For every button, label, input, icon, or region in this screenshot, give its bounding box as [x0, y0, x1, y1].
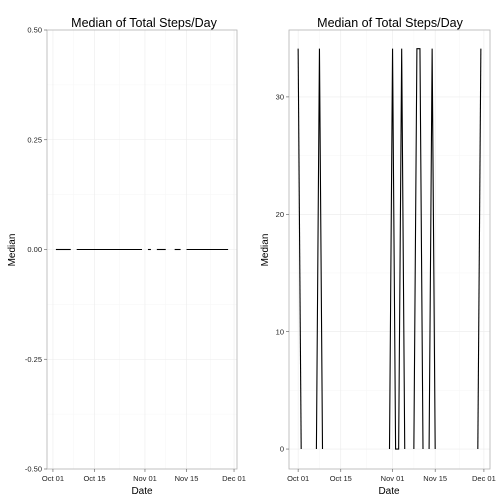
chart-right-ytick-label: 0 [280, 445, 284, 454]
chart-right-series-line [388, 48, 406, 450]
chart-left-xtick-label: Nov 01 [133, 474, 157, 483]
chart-right-xtick-label: Oct 01 [287, 474, 309, 483]
chart-left-ticks: Oct 01 Oct 15 Nov 01 Nov 15 Dec 01 -0.50 -0.25… [25, 26, 246, 483]
chart-right-xtick-label: Nov 15 [423, 474, 447, 483]
chart-right-xtick-label: Oct 15 [330, 474, 352, 483]
chart-left-title: Median of Total Steps/Day [71, 16, 217, 30]
chart-right-series-line [428, 48, 436, 450]
chart-left-ytick-label: -0.25 [25, 355, 42, 364]
chart-right-ticks: Oct 01 Oct 15 Nov 01 Nov 15 Dec 01 0 10 20 30 [276, 93, 496, 483]
chart-right-xlabel: Date [378, 486, 400, 497]
chart-right-xtick-label: Nov 01 [381, 474, 405, 483]
chart-left-xtick-label: Oct 01 [42, 474, 64, 483]
chart-right-series-line [315, 48, 324, 450]
chart-right-plot-area [288, 29, 491, 470]
chart-right-title: Median of Total Steps/Day [317, 16, 463, 30]
chart-right-gridlines [289, 30, 490, 469]
chart-right-series [297, 48, 482, 450]
chart-left-xtick-label: Nov 15 [175, 474, 199, 483]
chart-right: Median of Total Steps/Day Oct 01 Oct 15 No… [260, 16, 496, 497]
chart-right-series-line [413, 48, 424, 450]
chart-right-ytick-label: 30 [276, 93, 284, 102]
chart-left-xtick-label: Oct 15 [83, 474, 105, 483]
chart-right-series-line [477, 48, 482, 450]
chart-left-ylabel: Median [7, 234, 18, 267]
chart-right-series-line [297, 48, 302, 450]
chart-left-ytick-label: 0.50 [27, 26, 42, 35]
chart-left-ytick-label: -0.50 [25, 465, 42, 474]
chart-right-ylabel: Median [260, 234, 271, 267]
chart-left-xtick-label: Dec 01 [222, 474, 246, 483]
chart-right-xtick-label: Dec 01 [472, 474, 496, 483]
chart-right-ytick-label: 10 [276, 327, 284, 336]
chart-left: Median of Total Steps/Day Oct 01 Oct 15 No… [7, 16, 246, 497]
chart-left-ytick-label: 0.00 [27, 245, 42, 254]
chart-left-ytick-label: 0.25 [27, 135, 42, 144]
chart-left-xlabel: Date [131, 486, 153, 497]
chart-right-ytick-label: 20 [276, 210, 284, 219]
